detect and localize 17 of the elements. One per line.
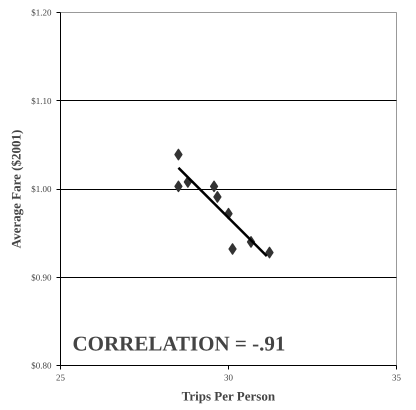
point — [174, 148, 183, 161]
y-tick-label: $1.10 — [31, 96, 52, 106]
y-tick-label: $1.00 — [31, 184, 52, 194]
point — [265, 246, 274, 259]
y-tick-label: $1.20 — [31, 8, 52, 18]
point — [174, 180, 183, 192]
y-axis-title: Average Fare ($2001) — [8, 130, 24, 248]
x-tick-label: 25 — [56, 372, 66, 382]
x-tick-label: 35 — [392, 372, 402, 382]
x-axis-title: Trips Per Person — [182, 388, 276, 404]
x-tick-label: 30 — [224, 372, 234, 382]
point — [210, 180, 218, 192]
point — [228, 243, 237, 256]
y-tick-label: $0.80 — [31, 360, 52, 370]
annotation: CORRELATION = -.91 — [72, 332, 286, 356]
point — [213, 190, 222, 203]
y-tick-label: $0.90 — [31, 272, 52, 282]
